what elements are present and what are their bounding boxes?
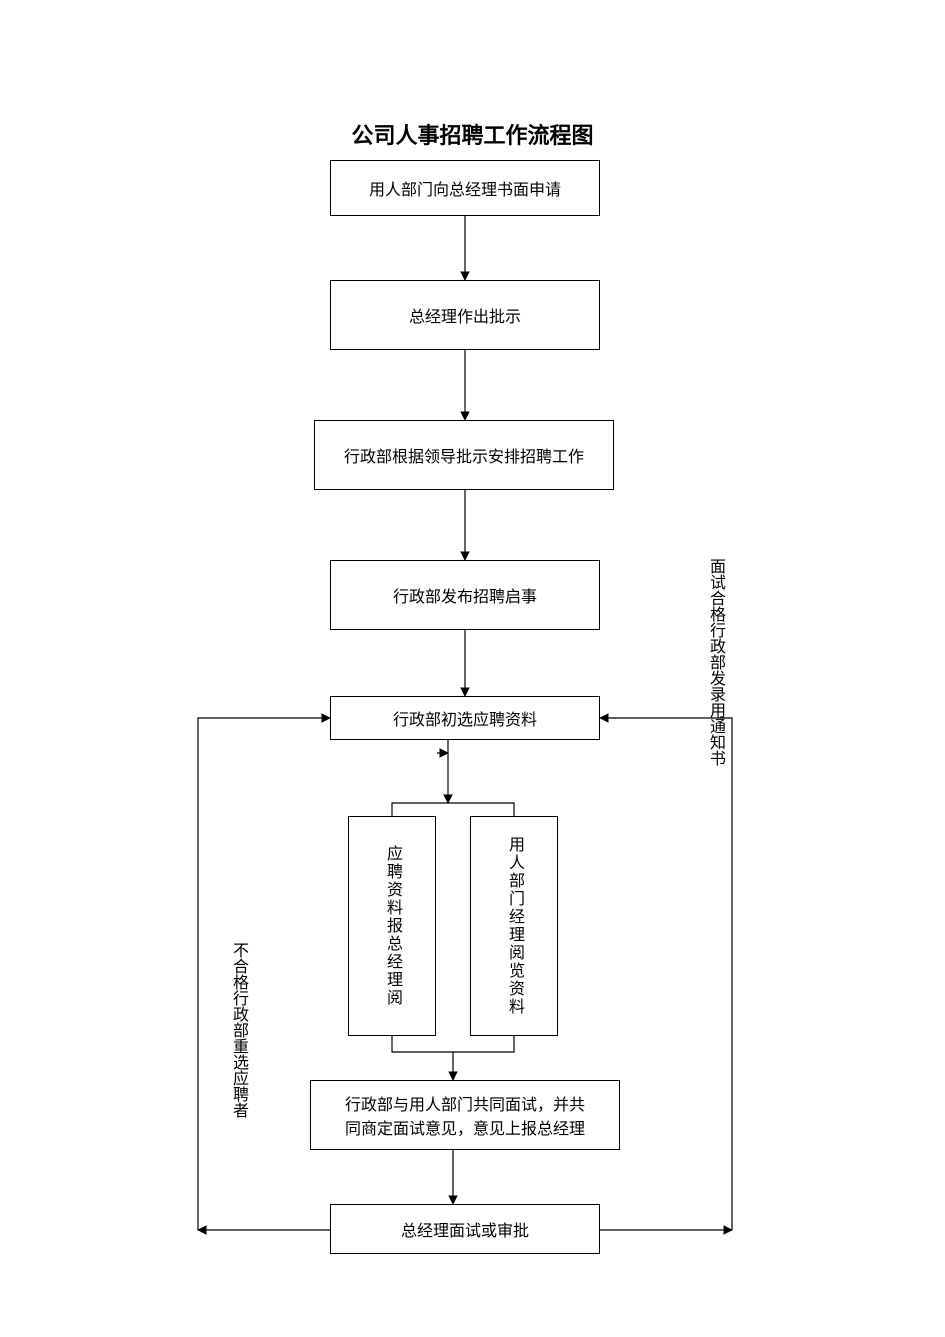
flow-node-n1: 用人部门向总经理书面申请 xyxy=(330,160,600,216)
flow-node-n6a: 应聘资料报总经理阅 xyxy=(348,816,436,1036)
flow-node-n2: 总经理作出批示 xyxy=(330,280,600,350)
flow-node-n7: 行政部与用人部门共同面试，并共 同商定面试意见，意见上报总经理 xyxy=(310,1080,620,1150)
flow-node-label: 应聘资料报总经理阅 xyxy=(380,845,404,1007)
flow-node-label: 行政部根据领导批示安排招聘工作 xyxy=(344,443,584,467)
reject-label: 不合格行政部重选应聘者 xyxy=(226,942,250,1118)
page-title: 公司人事招聘工作流程图 xyxy=(0,118,945,150)
accept-label: 面试合格行政部发录用通知书 xyxy=(703,558,727,766)
flow-node-label: 总经理作出批示 xyxy=(409,303,521,327)
flow-node-label: 用人部门经理阅览资料 xyxy=(502,836,526,1016)
flow-node-label: 总经理面试或审批 xyxy=(401,1217,529,1241)
flow-edge-11 xyxy=(198,718,330,1230)
flow-node-n4: 行政部发布招聘启事 xyxy=(330,560,600,630)
flow-node-n3: 行政部根据领导批示安排招聘工作 xyxy=(314,420,614,490)
flow-node-n8: 总经理面试或审批 xyxy=(330,1204,600,1254)
flow-edge-13 xyxy=(600,718,732,1230)
flowchart-canvas: 公司人事招聘工作流程图 用人部门向总经理书面申请总经理作出批示行政部根据领导批示… xyxy=(0,0,945,1337)
flow-node-label: 行政部初选应聘资料 xyxy=(393,706,537,730)
flow-node-label: 行政部与用人部门共同面试，并共 同商定面试意见，意见上报总经理 xyxy=(345,1091,585,1139)
flow-node-label: 用人部门向总经理书面申请 xyxy=(369,176,561,200)
flow-node-n6b: 用人部门经理阅览资料 xyxy=(470,816,558,1036)
flow-node-n5: 行政部初选应聘资料 xyxy=(330,696,600,740)
flow-node-label: 行政部发布招聘启事 xyxy=(393,583,537,607)
flow-edge-7 xyxy=(392,1036,514,1052)
flow-edge-5 xyxy=(392,803,514,816)
